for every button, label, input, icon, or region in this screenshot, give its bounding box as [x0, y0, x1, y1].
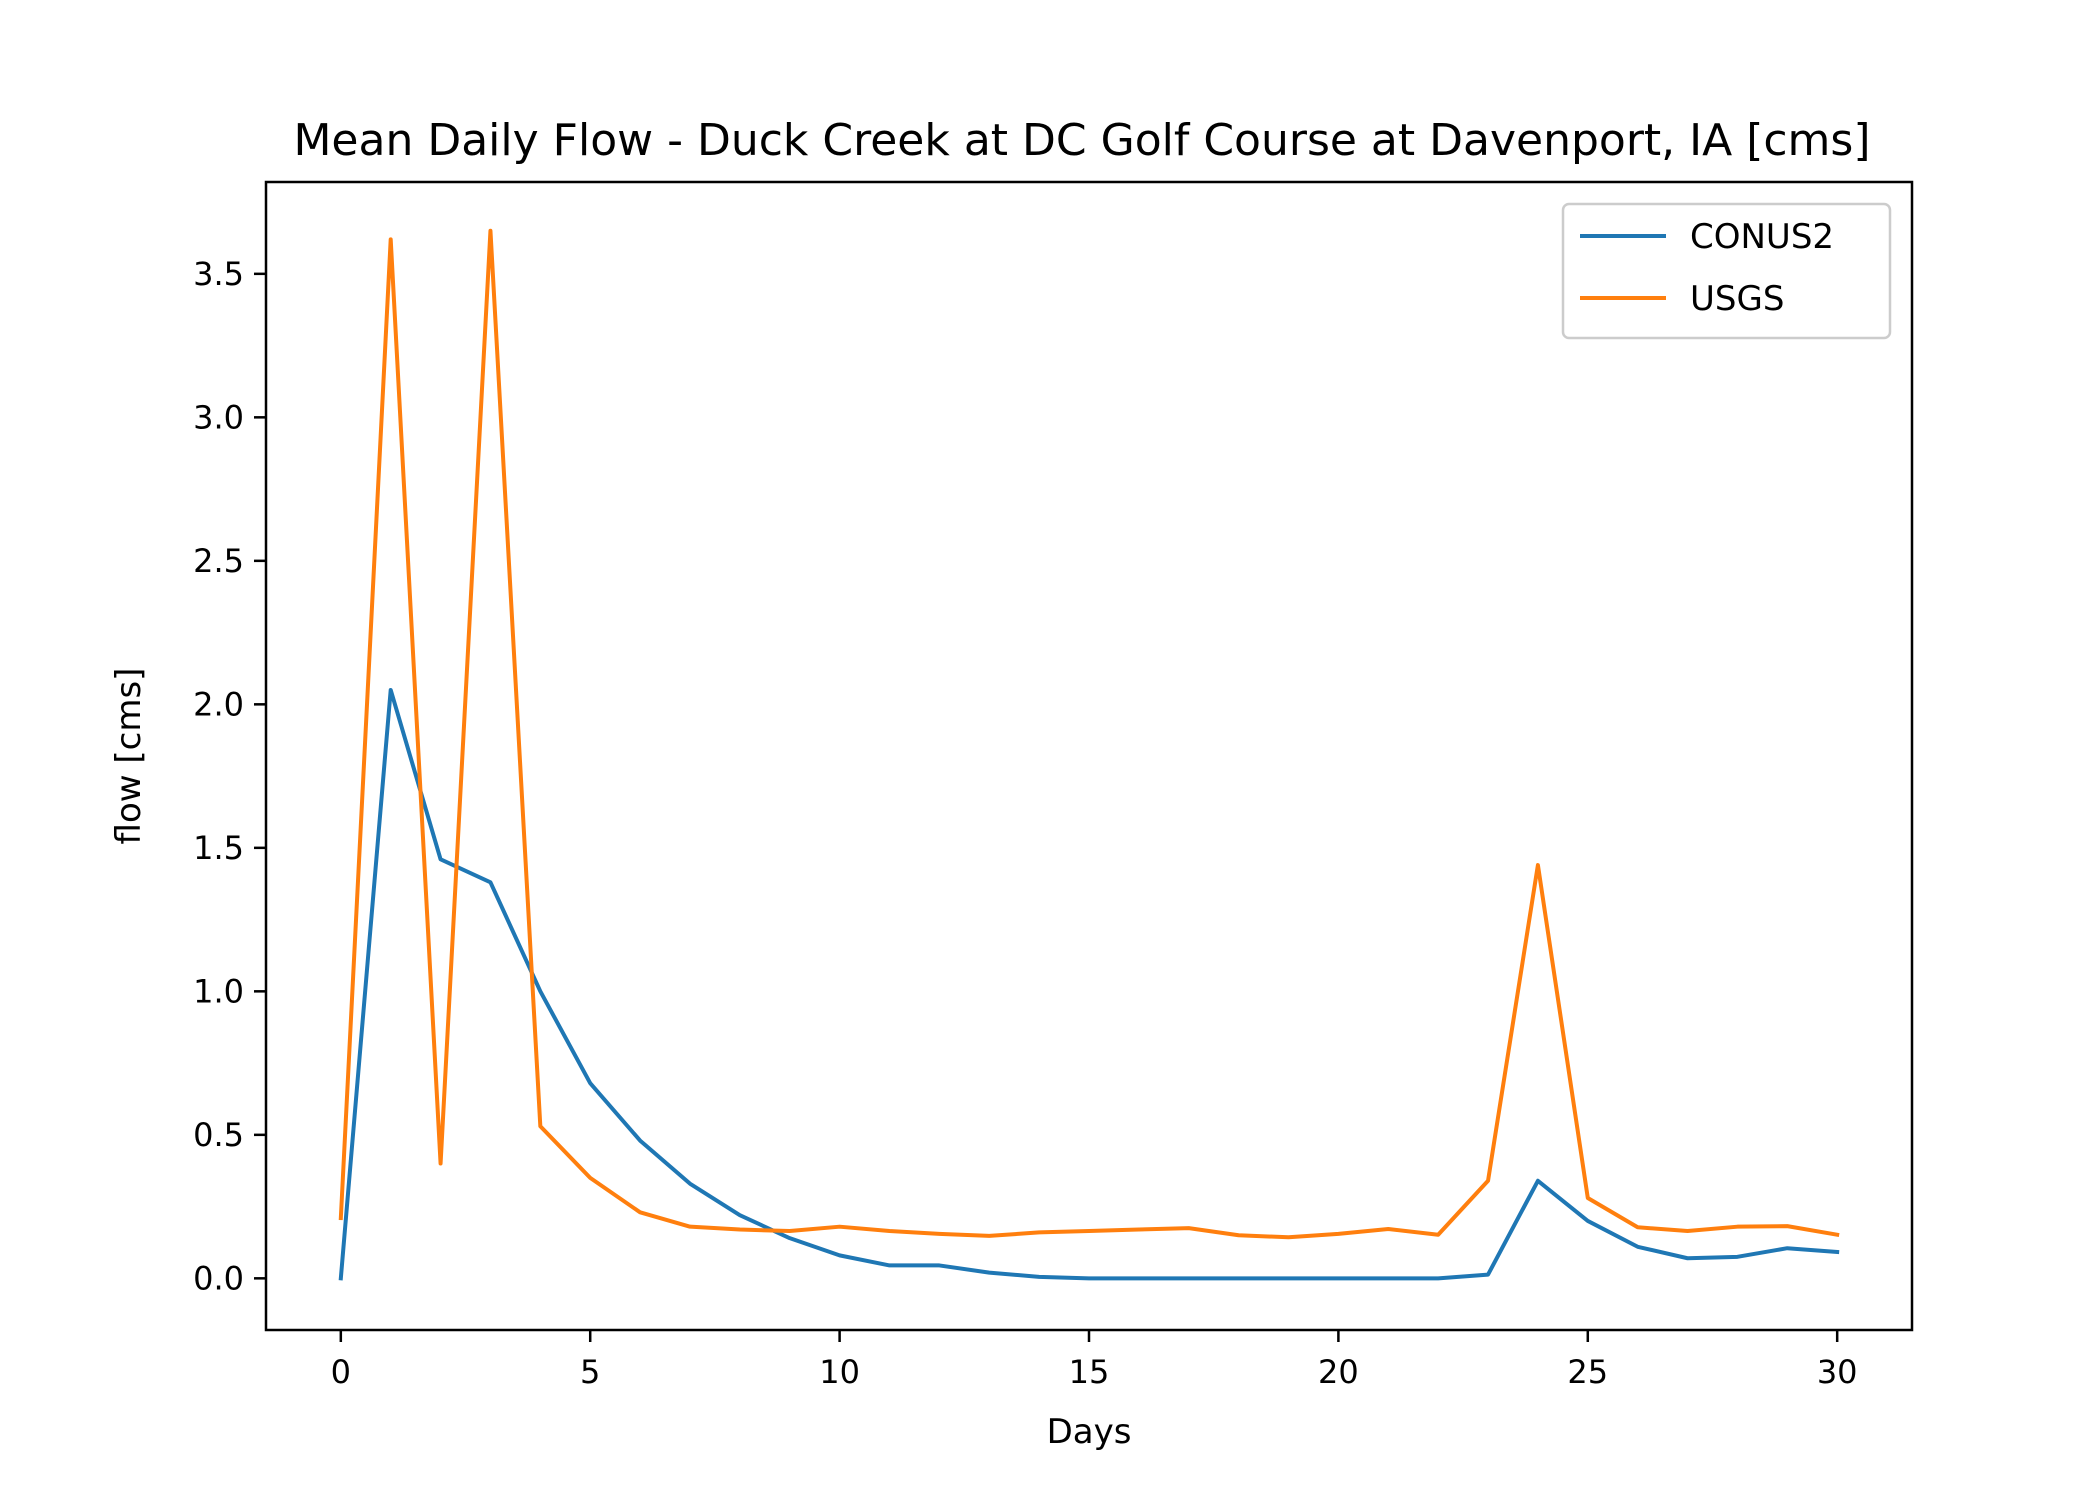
series-line-usgs — [338, 228, 1840, 1240]
y-axis-label: flow [cms] — [109, 668, 149, 845]
legend-label-usgs: USGS — [1690, 279, 1784, 319]
x-tick-label: 0 — [331, 1353, 351, 1391]
series-line-conus2 — [338, 687, 1840, 1281]
x-axis: 0 5 10 15 20 25 30 — [331, 1330, 1858, 1391]
y-tick-label: 2.0 — [193, 685, 244, 723]
y-tick-label: 2.5 — [193, 542, 244, 580]
y-tick-label: 1.5 — [193, 829, 244, 867]
series-layer — [338, 228, 1840, 1281]
y-axis: 0.0 0.5 1.0 1.5 2.0 2.5 3.0 3.5 — [193, 255, 266, 1297]
x-tick-label: 20 — [1318, 1353, 1359, 1391]
legend: CONUS2 USGS — [1561, 202, 1892, 340]
legend-label-conus2: CONUS2 — [1690, 217, 1834, 257]
y-tick-label: 3.0 — [193, 398, 244, 436]
chart-title: Mean Daily Flow - Duck Creek at DC Golf … — [293, 115, 1870, 166]
y-tick-label: 0.5 — [193, 1116, 244, 1154]
x-tick-label: 5 — [580, 1353, 600, 1391]
y-tick-label: 1.0 — [193, 972, 244, 1010]
x-tick-label: 30 — [1817, 1353, 1858, 1391]
x-axis-label: Days — [1047, 1412, 1132, 1452]
y-tick-label: 3.5 — [193, 255, 244, 293]
y-tick-label: 0.0 — [193, 1259, 244, 1297]
x-tick-label: 10 — [819, 1353, 860, 1391]
x-tick-label: 25 — [1567, 1353, 1608, 1391]
x-tick-label: 15 — [1069, 1353, 1110, 1391]
